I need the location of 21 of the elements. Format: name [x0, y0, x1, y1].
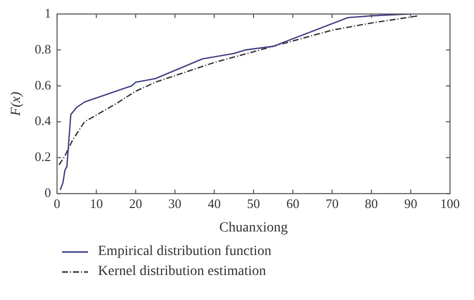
legend-label: Kernel distribution estimation: [98, 264, 266, 280]
x-tick-label: 50: [247, 196, 260, 211]
y-tick-label: 1: [44, 5, 52, 20]
x-tick-label: 70: [326, 196, 339, 211]
legend-label: Empirical distribution function: [98, 244, 272, 260]
x-tick-label: 100: [440, 196, 460, 211]
x-tick-label: 20: [129, 196, 142, 211]
y-tick-label: 0: [44, 185, 52, 200]
y-tick-label: 0.8: [34, 41, 52, 56]
x-tick-label: 10: [90, 196, 103, 211]
y-tick-label: 0.6: [34, 77, 52, 92]
x-tick-label: 60: [286, 196, 300, 211]
y-axis-title: F(x): [9, 91, 24, 117]
line-series: [58, 15, 420, 166]
x-tick-label: 30: [168, 196, 182, 211]
y-tick-label: 0.4: [34, 113, 52, 128]
x-tick-label: 40: [208, 196, 221, 211]
x-axis-title: Chuanxiong: [219, 220, 288, 236]
x-tick-label: 90: [404, 196, 418, 211]
x-tick-label: 80: [364, 196, 378, 211]
y-tick-label: 0.2: [34, 149, 52, 164]
